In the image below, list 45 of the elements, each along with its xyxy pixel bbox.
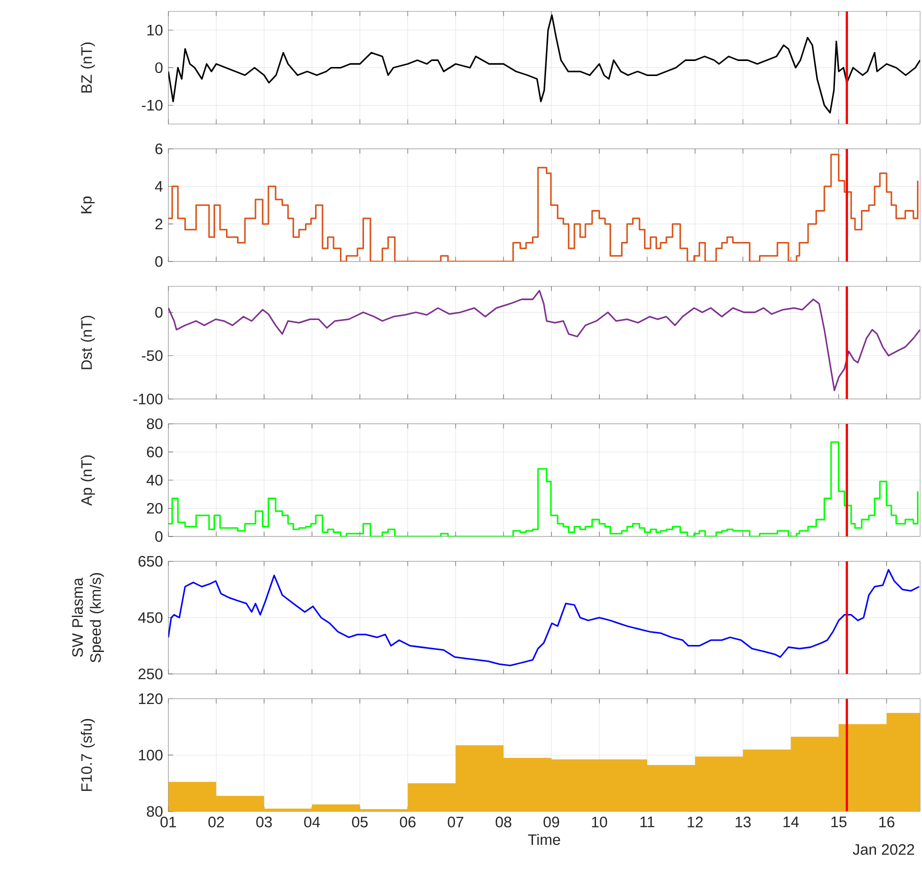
y-axis-title: Ap (nT) (80, 455, 95, 506)
y-axis-title: BZ (nT) (80, 42, 95, 93)
y-axis-title: SW Plasma Speed (km/s) (72, 573, 104, 662)
y-tick-label: 6 (155, 144, 162, 154)
y-tick-label: 4 (155, 181, 163, 192)
x-tick-label: 03 (256, 816, 272, 828)
y-tick-label: 0 (155, 531, 162, 542)
y-tick-label: -50 (142, 350, 162, 362)
x-tick-label: 16 (879, 816, 894, 828)
x-tick-label: 01 (160, 816, 176, 828)
y-tick-label: 2 (155, 218, 162, 230)
y-tick-label: 250 (138, 668, 162, 680)
y-tick-label: 0 (155, 306, 162, 318)
x-tick-label: 05 (352, 816, 368, 828)
y-tick-label: 100 (138, 750, 162, 760)
y-tick-label: 450 (138, 612, 162, 623)
x-tick-label: 07 (448, 816, 464, 828)
y-axis-title: F10.7 (sfu) (80, 719, 95, 791)
y-tick-label: -10 (142, 100, 162, 111)
y-tick-label: 60 (147, 446, 162, 458)
x-tick-label: 08 (496, 816, 512, 828)
y-tick-label: -100 (133, 394, 162, 404)
y-tick-label: 20 (147, 502, 162, 514)
x-tick-label: 13 (736, 816, 751, 828)
y-axis-title: Dst (nT) (80, 316, 95, 370)
y-tick-label: 650 (138, 556, 162, 567)
x-tick-label: 04 (304, 816, 320, 828)
y-axis-title: Kp (81, 196, 95, 214)
y-tick-label: 120 (138, 693, 162, 704)
x-tick-label: 14 (784, 816, 799, 828)
text: Jan 2022 (852, 844, 914, 855)
y-tick-label: 40 (146, 474, 162, 486)
y-tick-label: 80 (146, 806, 162, 817)
x-tick-label: 09 (544, 816, 560, 828)
y-tick-label: 0 (155, 256, 162, 267)
x-tick-label: 12 (688, 816, 703, 828)
y-tick-label: 10 (147, 24, 162, 36)
y-tick-label: 0 (155, 62, 162, 74)
x-tick-label: 02 (208, 816, 224, 828)
y-tick-label: 80 (146, 418, 162, 430)
x-axis-title: Time (528, 834, 560, 846)
x-tick-label: 10 (592, 816, 608, 828)
x-tick-label: 06 (400, 816, 416, 828)
x-tick-label: 11 (640, 816, 654, 828)
x-tick-label: 15 (831, 816, 846, 828)
